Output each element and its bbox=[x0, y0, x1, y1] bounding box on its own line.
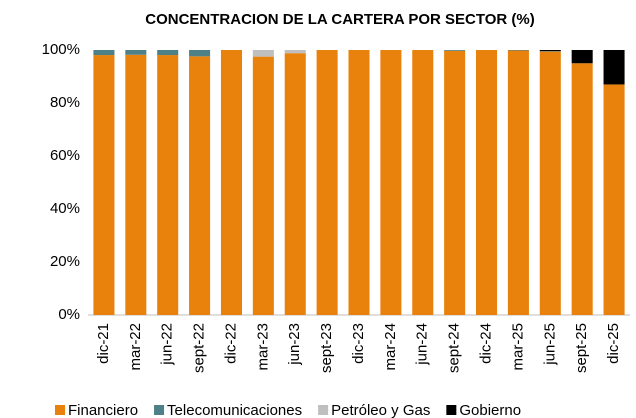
bar-segment bbox=[157, 50, 179, 56]
bar-segment bbox=[476, 50, 498, 315]
bar-segment bbox=[380, 50, 402, 315]
legend-label: Petróleo y Gas bbox=[331, 402, 430, 418]
bar-segment bbox=[284, 53, 306, 316]
bar-segment bbox=[412, 50, 434, 315]
x-tick-label: sept-23 bbox=[318, 323, 335, 373]
bar-segment bbox=[348, 50, 370, 315]
bar-segment bbox=[507, 50, 529, 51]
x-tick-label: mar-23 bbox=[254, 323, 271, 371]
bar-segment bbox=[252, 50, 274, 57]
bar-segment bbox=[125, 50, 147, 55]
bar-segment bbox=[444, 50, 466, 51]
bar-segment bbox=[571, 63, 593, 315]
x-tick-label: dic-25 bbox=[605, 323, 622, 364]
chart-title: CONCENTRACION DE LA CARTERA POR SECTOR (… bbox=[145, 11, 534, 28]
x-tick-label: jun-23 bbox=[286, 323, 303, 366]
bar-segment bbox=[284, 50, 306, 54]
y-tick-label: 20% bbox=[50, 253, 80, 270]
x-tick-label: jun-22 bbox=[159, 323, 176, 366]
x-tick-label: sept-24 bbox=[446, 323, 463, 373]
x-tick-label: jun-25 bbox=[541, 323, 558, 366]
bar-segment bbox=[539, 51, 561, 316]
bar-segment bbox=[507, 50, 529, 315]
y-tick-label: 40% bbox=[50, 200, 80, 217]
bar-segment bbox=[125, 54, 147, 316]
legend-label: Gobierno bbox=[459, 402, 521, 418]
x-tick-label: dic-22 bbox=[222, 323, 239, 364]
x-tick-label: mar-25 bbox=[509, 323, 526, 371]
y-tick-label: 100% bbox=[42, 41, 80, 58]
y-tick-label: 80% bbox=[50, 94, 80, 111]
legend-swatch bbox=[446, 405, 457, 415]
bar-segment bbox=[189, 56, 211, 316]
bar-segment bbox=[539, 51, 561, 52]
x-tick-label: jun-24 bbox=[414, 323, 431, 366]
bar-segment bbox=[603, 84, 625, 315]
x-tick-label: mar-24 bbox=[382, 323, 399, 371]
bar-segment bbox=[539, 50, 561, 52]
bar-segment bbox=[571, 50, 593, 64]
x-tick-label: dic-21 bbox=[95, 323, 112, 364]
legend-swatch bbox=[318, 405, 329, 415]
bar-segment bbox=[603, 50, 625, 85]
x-tick-label: dic-24 bbox=[477, 323, 494, 364]
y-tick-label: 60% bbox=[50, 147, 80, 164]
bar-segment bbox=[93, 50, 115, 56]
bar-segment bbox=[252, 56, 274, 315]
x-tick-label: dic-23 bbox=[350, 323, 367, 364]
bar-segment bbox=[157, 55, 179, 315]
bar-segment bbox=[189, 50, 211, 57]
legend-swatch bbox=[154, 405, 165, 415]
legend-swatch bbox=[55, 405, 65, 415]
y-tick-label: 0% bbox=[58, 306, 80, 323]
bar-segment bbox=[93, 55, 115, 315]
bar-segment bbox=[316, 50, 338, 315]
x-tick-label: sept-25 bbox=[573, 323, 590, 373]
bar-segment bbox=[220, 50, 242, 315]
x-tick-label: mar-22 bbox=[127, 323, 144, 371]
legend-label: Financiero bbox=[68, 402, 138, 418]
x-tick-label: sept-22 bbox=[191, 323, 208, 373]
legend-label: Telecomunicaciones bbox=[167, 402, 302, 418]
bar-segment bbox=[444, 50, 466, 316]
